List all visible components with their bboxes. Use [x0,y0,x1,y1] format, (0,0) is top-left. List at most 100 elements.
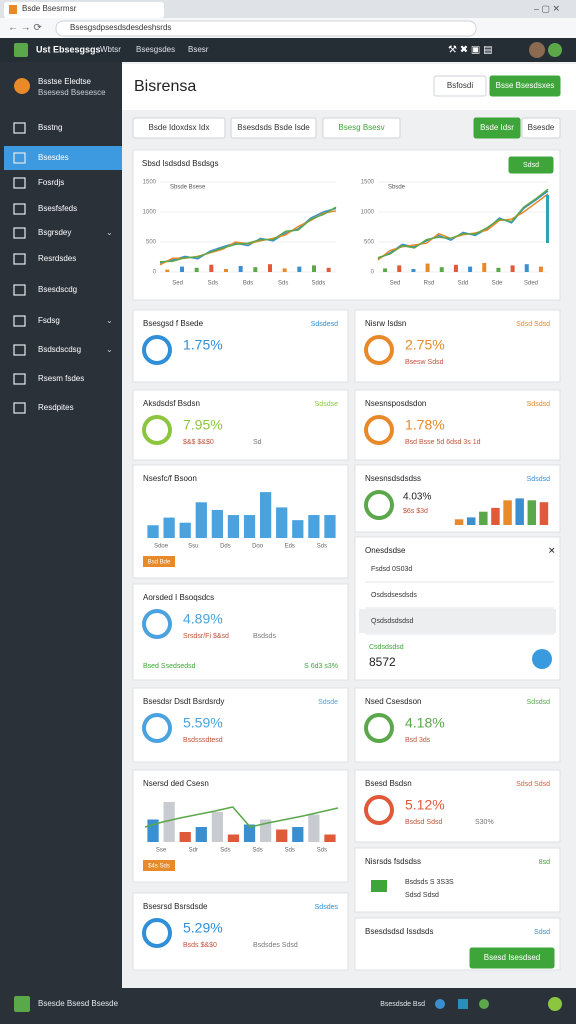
button-label[interactable]: Sdsd [523,162,539,169]
bar [292,520,304,538]
x-tick-label: Sds [317,544,327,550]
button[interactable] [230,117,317,139]
x-tick-label: Rsd [424,281,435,287]
card-link[interactable]: Sdsdesd [311,321,338,328]
card-title: Onesdsdse [365,546,406,555]
nav-item[interactable]: Rsesm fsdes [38,374,84,383]
button[interactable] [433,75,487,97]
bar [482,263,487,272]
stat-sub: Bsdsssdtesd [183,737,223,744]
menu-item[interactable]: Bsesr [188,45,209,54]
footer-icons[interactable] [435,997,562,1011]
button[interactable] [508,156,554,174]
card-footer: S 6d3 s3% [304,663,338,670]
nav-icon [13,373,26,385]
ring [364,713,394,743]
footer-text: Bsesdsde Bsd [380,1001,425,1008]
nav-item[interactable]: Fsdsg [38,316,60,325]
action-button[interactable] [532,649,552,669]
menu-item[interactable]: Wbtsr [100,45,121,54]
nav-item[interactable]: Bsdsdscdsg [38,345,81,354]
nav-item[interactable]: Bsesfsfeds [38,204,77,213]
bar [538,266,543,272]
button[interactable] [132,117,226,139]
footer-icon[interactable] [458,999,468,1009]
footer-icon[interactable] [548,997,562,1011]
chevron: ⌄ [106,228,113,237]
stat-value: 5.12% [405,797,445,813]
footer-icon[interactable] [479,999,489,1009]
nav-icon [13,203,26,215]
button-label[interactable]: Bsesg Bsesv [338,123,384,132]
stat-value: 7.95% [183,417,223,433]
nav-icon [13,227,26,239]
card-link[interactable]: 8sd [539,859,550,866]
bar [253,267,258,272]
nav-item[interactable]: Resdpites [38,403,74,412]
nav-item[interactable]: Bsesdscdg [38,285,77,294]
button[interactable] [489,75,561,97]
avatar[interactable] [529,42,545,58]
button-label[interactable]: Bsfosdi [447,81,473,90]
button-label[interactable]: Bsde Idoxdsx Idx [149,123,210,132]
x-tick-label: Sdoe [154,544,169,550]
list-item[interactable]: Fsdsd 0S03d [371,566,412,573]
tab[interactable] [4,2,164,18]
menu-item[interactable]: Bsesgsdes [136,45,175,54]
x-tick-label: Sds [208,281,218,287]
nav-item[interactable]: Bsesdes [38,153,69,162]
x-tick-label: Sed [390,281,401,287]
button[interactable] [322,117,401,139]
bar [539,502,549,525]
window-controls[interactable]: – ▢ ✕ [534,3,560,13]
url: Bsesgsdpsesdsdesdeshsrds [70,23,171,32]
bar [209,264,214,272]
card-title: Aksdsdsf Bsdsn [143,399,200,408]
footer-icon[interactable] [435,999,445,1009]
card-link[interactable]: Sdsde [318,699,338,706]
button[interactable] [521,117,561,139]
card-link[interactable]: Sdsdes [315,904,339,911]
card-link[interactable]: Sdsdsd [527,476,550,483]
button-label[interactable]: Bsesde [528,123,555,132]
card-link[interactable]: Sdsdsd [527,699,550,706]
page-title: Bisrensa [134,78,196,95]
chart-note: Sbsde Bsese [170,185,206,191]
card-link[interactable]: Sdsd [534,929,550,936]
close-icon[interactable]: ✕ [548,545,556,555]
list-item[interactable]: Osdsdsesdsds [371,592,417,599]
button-label[interactable]: Bsse Bsesdsxes [496,81,555,90]
nav-item[interactable]: Bsstng [38,123,62,132]
bar [243,515,256,538]
button-label[interactable]: Bsesd Isesdsed [484,953,540,962]
x-tick-label: Sds [278,281,288,287]
top-icons[interactable]: ⚒ ✖ ▣ ▤ [448,45,493,56]
stat-sub: $&$ $&$0 [183,439,214,446]
stat-value: 5.59% [183,715,223,731]
card-link[interactable]: Sdsdsd [527,401,550,408]
y-tick-label: 500 [364,240,375,246]
x-tick-label: Sde [492,281,503,287]
list-label: Csdsdsdsd [369,644,404,651]
org-subtitle: Bsesesd Bsesesce [38,88,106,97]
button-label[interactable]: Bsesdsds Bsde Isde [237,123,310,132]
nav-item[interactable]: Fosrdjs [38,178,64,187]
button[interactable] [469,947,555,969]
card-link[interactable]: Sdsdse [315,401,338,408]
nav-item[interactable]: Resrdsdes [38,254,76,263]
list-item[interactable]: Qsdsdsdsdsd [371,618,414,625]
ring [142,609,172,639]
ring [364,415,394,445]
chart-note: Sbsde [388,185,406,191]
stat-value: 4.18% [405,715,445,731]
address-box[interactable] [55,20,477,37]
stat-sub: Bsd Bsse 5d 6dsd 3s 1d [405,439,481,446]
nav-item[interactable]: Bsgrsdey [38,228,71,237]
button[interactable] [473,117,521,139]
card-link[interactable]: Sdsd Sdsd [516,321,550,328]
status-icon[interactable] [548,43,562,57]
button-label[interactable]: Bsde Idsr [480,123,514,132]
org-logo [14,78,30,94]
nav-buttons[interactable]: ← → ⟳ [8,23,43,34]
card-link[interactable]: Sdsd Sdsd [516,781,550,788]
